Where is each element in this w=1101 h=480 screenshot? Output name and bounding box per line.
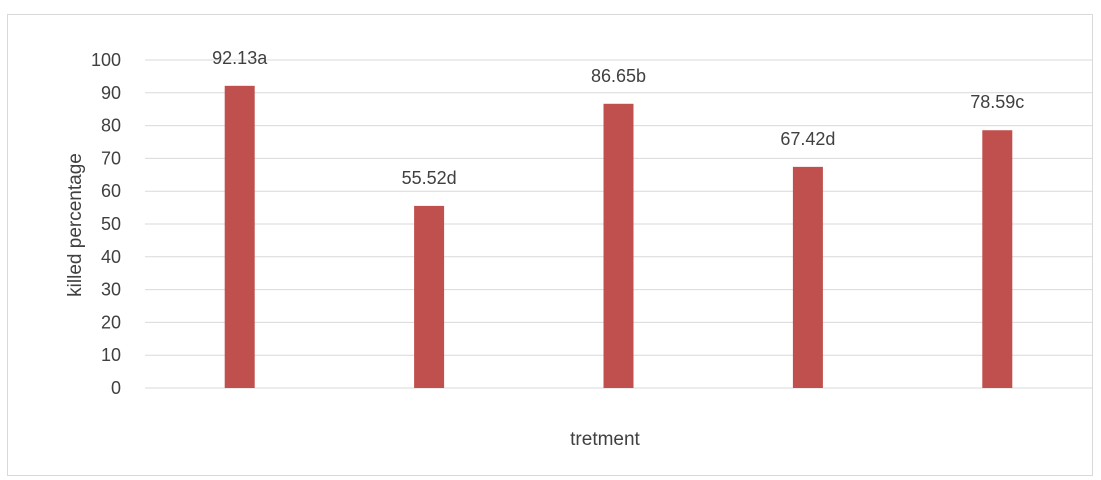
y-tick-label: 20 bbox=[101, 312, 121, 332]
y-tick-label: 10 bbox=[101, 345, 121, 365]
bar bbox=[792, 166, 823, 388]
y-tick-label: 0 bbox=[111, 378, 121, 398]
y-tick-label: 80 bbox=[101, 116, 121, 136]
chart-frame bbox=[7, 14, 1093, 476]
y-tick-label: 90 bbox=[101, 83, 121, 103]
y-tick-label: 50 bbox=[101, 214, 121, 234]
bar-data-label: 55.52d bbox=[402, 168, 457, 188]
bar bbox=[414, 205, 445, 388]
y-tick-label: 40 bbox=[101, 247, 121, 267]
y-tick-label: 30 bbox=[101, 280, 121, 300]
y-axis-ticks: 0 10 20 30 40 50 60 70 80 90 100 bbox=[91, 50, 121, 398]
bar-data-label: 92.13a bbox=[212, 48, 268, 68]
bar-data-label: 78.59c bbox=[970, 92, 1024, 112]
bar bbox=[603, 103, 634, 389]
bar bbox=[982, 130, 1013, 388]
y-tick-label: 100 bbox=[91, 50, 121, 70]
bars bbox=[224, 85, 1013, 389]
data-labels: 92.13a 55.52d 86.65b 67.42d 78.59c bbox=[212, 48, 1024, 188]
y-axis-title: killed percentage bbox=[65, 153, 86, 297]
bar-data-label: 86.65b bbox=[591, 66, 646, 86]
bar bbox=[224, 85, 255, 388]
bar-data-label: 67.42d bbox=[780, 129, 835, 149]
y-tick-label: 60 bbox=[101, 181, 121, 201]
x-axis-title: tretment bbox=[570, 429, 640, 450]
y-tick-label: 70 bbox=[101, 148, 121, 168]
